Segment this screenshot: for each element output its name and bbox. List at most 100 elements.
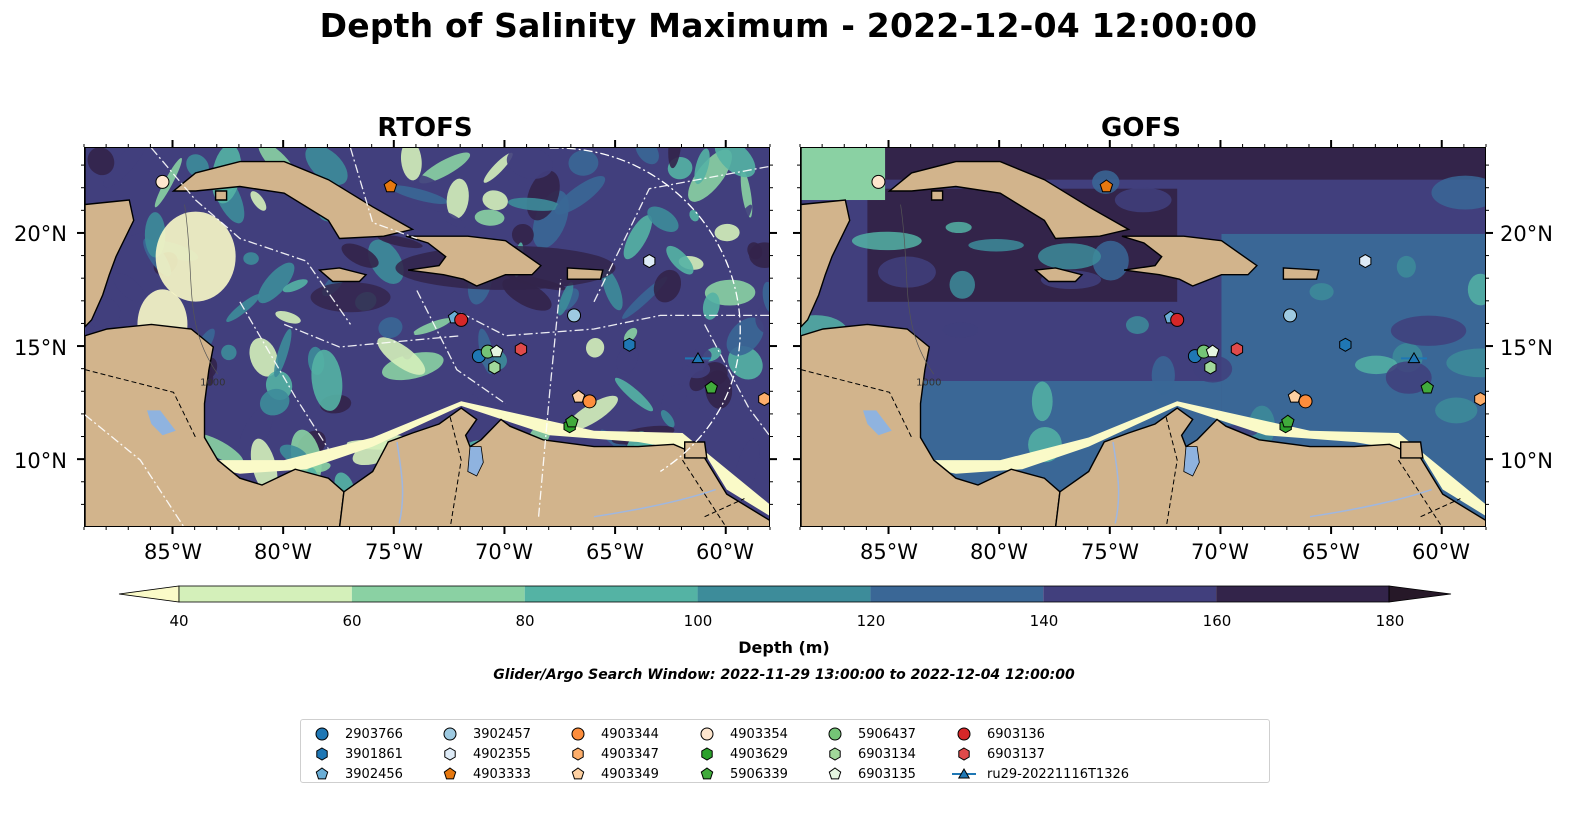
depth-patch xyxy=(378,317,403,339)
float-marker xyxy=(567,308,582,323)
float-marker xyxy=(582,394,597,409)
legend-marker xyxy=(700,727,714,741)
lake-nicaragua xyxy=(863,410,892,436)
depth-patch xyxy=(949,270,976,299)
legend-marker-icon xyxy=(571,727,585,741)
depth-patch xyxy=(400,148,422,181)
depth-patch xyxy=(1031,381,1053,422)
depth-patch xyxy=(511,223,534,246)
legend-marker xyxy=(315,727,329,741)
land-puertorico xyxy=(1282,267,1320,280)
depth-patch xyxy=(474,209,505,226)
depth-patch xyxy=(1114,187,1172,213)
lon-tick-label: 65°W xyxy=(586,540,644,564)
legend-entry: 2903766 xyxy=(309,724,403,744)
land-trinidad xyxy=(1400,441,1424,459)
land-pinos xyxy=(214,190,228,201)
float-marker xyxy=(623,337,636,352)
legend-entry: 4903333 xyxy=(437,764,531,784)
river xyxy=(593,488,716,518)
depth-patch xyxy=(506,148,553,179)
legend-marker-icon xyxy=(316,747,328,761)
float-marker xyxy=(1099,179,1114,193)
land-pinos xyxy=(930,190,944,201)
legend-entry: 5906339 xyxy=(694,764,788,784)
legend-entry: 4902355 xyxy=(437,744,531,764)
colorbar-tick: 100 xyxy=(683,612,713,630)
float-marker xyxy=(643,254,656,269)
legend-marker-icon xyxy=(828,767,842,780)
depth-patch xyxy=(749,242,769,268)
float-marker xyxy=(691,351,705,364)
legend-entry: 3902457 xyxy=(437,724,531,744)
depth-patch xyxy=(159,148,171,157)
float-marker xyxy=(1281,414,1295,428)
land-yucatan xyxy=(85,148,135,328)
land-southamerica xyxy=(1055,407,1485,526)
boundary-line xyxy=(150,148,352,325)
legend-marker xyxy=(701,747,713,761)
depth-patch xyxy=(666,245,694,275)
depth-patch xyxy=(482,190,508,211)
legend-entry: 4903349 xyxy=(565,764,659,784)
depth-patch xyxy=(714,148,756,178)
float-marker xyxy=(1170,312,1185,327)
legend-label: 4903333 xyxy=(473,766,531,782)
country-borders xyxy=(801,369,1461,526)
depth-patch xyxy=(1385,361,1432,394)
lon-tick-label: 70°W xyxy=(1191,540,1249,564)
float-marker xyxy=(383,179,398,193)
colorbar-tick: 120 xyxy=(856,612,886,630)
legend-entry: 3902456 xyxy=(309,764,403,784)
legend-entry: 6903136 xyxy=(951,724,1045,744)
panel-title-gofs: GOFS xyxy=(1101,113,1181,143)
boundary-line xyxy=(537,279,562,517)
rtofs-map-canvas: 1000 xyxy=(85,148,769,526)
depth-patch xyxy=(87,148,115,176)
boundary-arc xyxy=(549,148,741,472)
legend-marker-icon xyxy=(700,727,714,741)
depth-patch xyxy=(702,292,720,320)
depth-patch xyxy=(568,150,599,176)
float-marker xyxy=(1407,351,1421,364)
country-borders xyxy=(85,369,745,526)
legend-marker xyxy=(957,727,971,741)
colorbar-segment xyxy=(524,586,698,602)
legend-label: 6903137 xyxy=(987,746,1045,762)
colorbar-segment xyxy=(697,586,871,602)
map-panel-gofs[interactable]: 1000 xyxy=(800,147,1486,527)
legend-marker xyxy=(958,747,970,761)
depth-patch xyxy=(1396,255,1416,278)
depth-patch xyxy=(446,178,469,219)
boundary-line xyxy=(704,324,769,436)
legend-label: 4903629 xyxy=(730,746,788,762)
legend-marker xyxy=(700,767,714,780)
depth-patch xyxy=(614,377,654,412)
lat-tick-label: 10°N xyxy=(14,449,67,473)
colorbar-tick: 80 xyxy=(515,612,535,630)
legend-entry: 4903347 xyxy=(565,744,659,764)
legend-entry: 6903137 xyxy=(951,744,1045,764)
lake-maracaibo xyxy=(467,446,484,477)
lon-tick-label: 80°W xyxy=(970,540,1028,564)
depth-patch xyxy=(103,148,147,188)
depth-patch xyxy=(412,318,452,336)
float-marker xyxy=(1204,360,1217,375)
legend-marker xyxy=(828,767,842,780)
land-jamaica xyxy=(1033,267,1084,283)
legend-marker-icon xyxy=(957,727,971,741)
boundary-line xyxy=(593,165,769,303)
depth-patch xyxy=(660,410,675,428)
depth-patch xyxy=(557,282,574,316)
depth-patch xyxy=(585,338,605,358)
bathymetry-contour xyxy=(900,204,935,375)
depth-patch xyxy=(1446,348,1485,378)
land-hispaniola xyxy=(1121,235,1258,287)
boundary-line xyxy=(349,148,418,240)
depth-patch xyxy=(1309,283,1334,301)
legend-entry: 4903344 xyxy=(565,724,659,744)
land-jamaica xyxy=(317,267,368,283)
map-panel-rtofs[interactable]: 1000 xyxy=(84,147,770,527)
legend-entry: 6903134 xyxy=(822,744,916,764)
